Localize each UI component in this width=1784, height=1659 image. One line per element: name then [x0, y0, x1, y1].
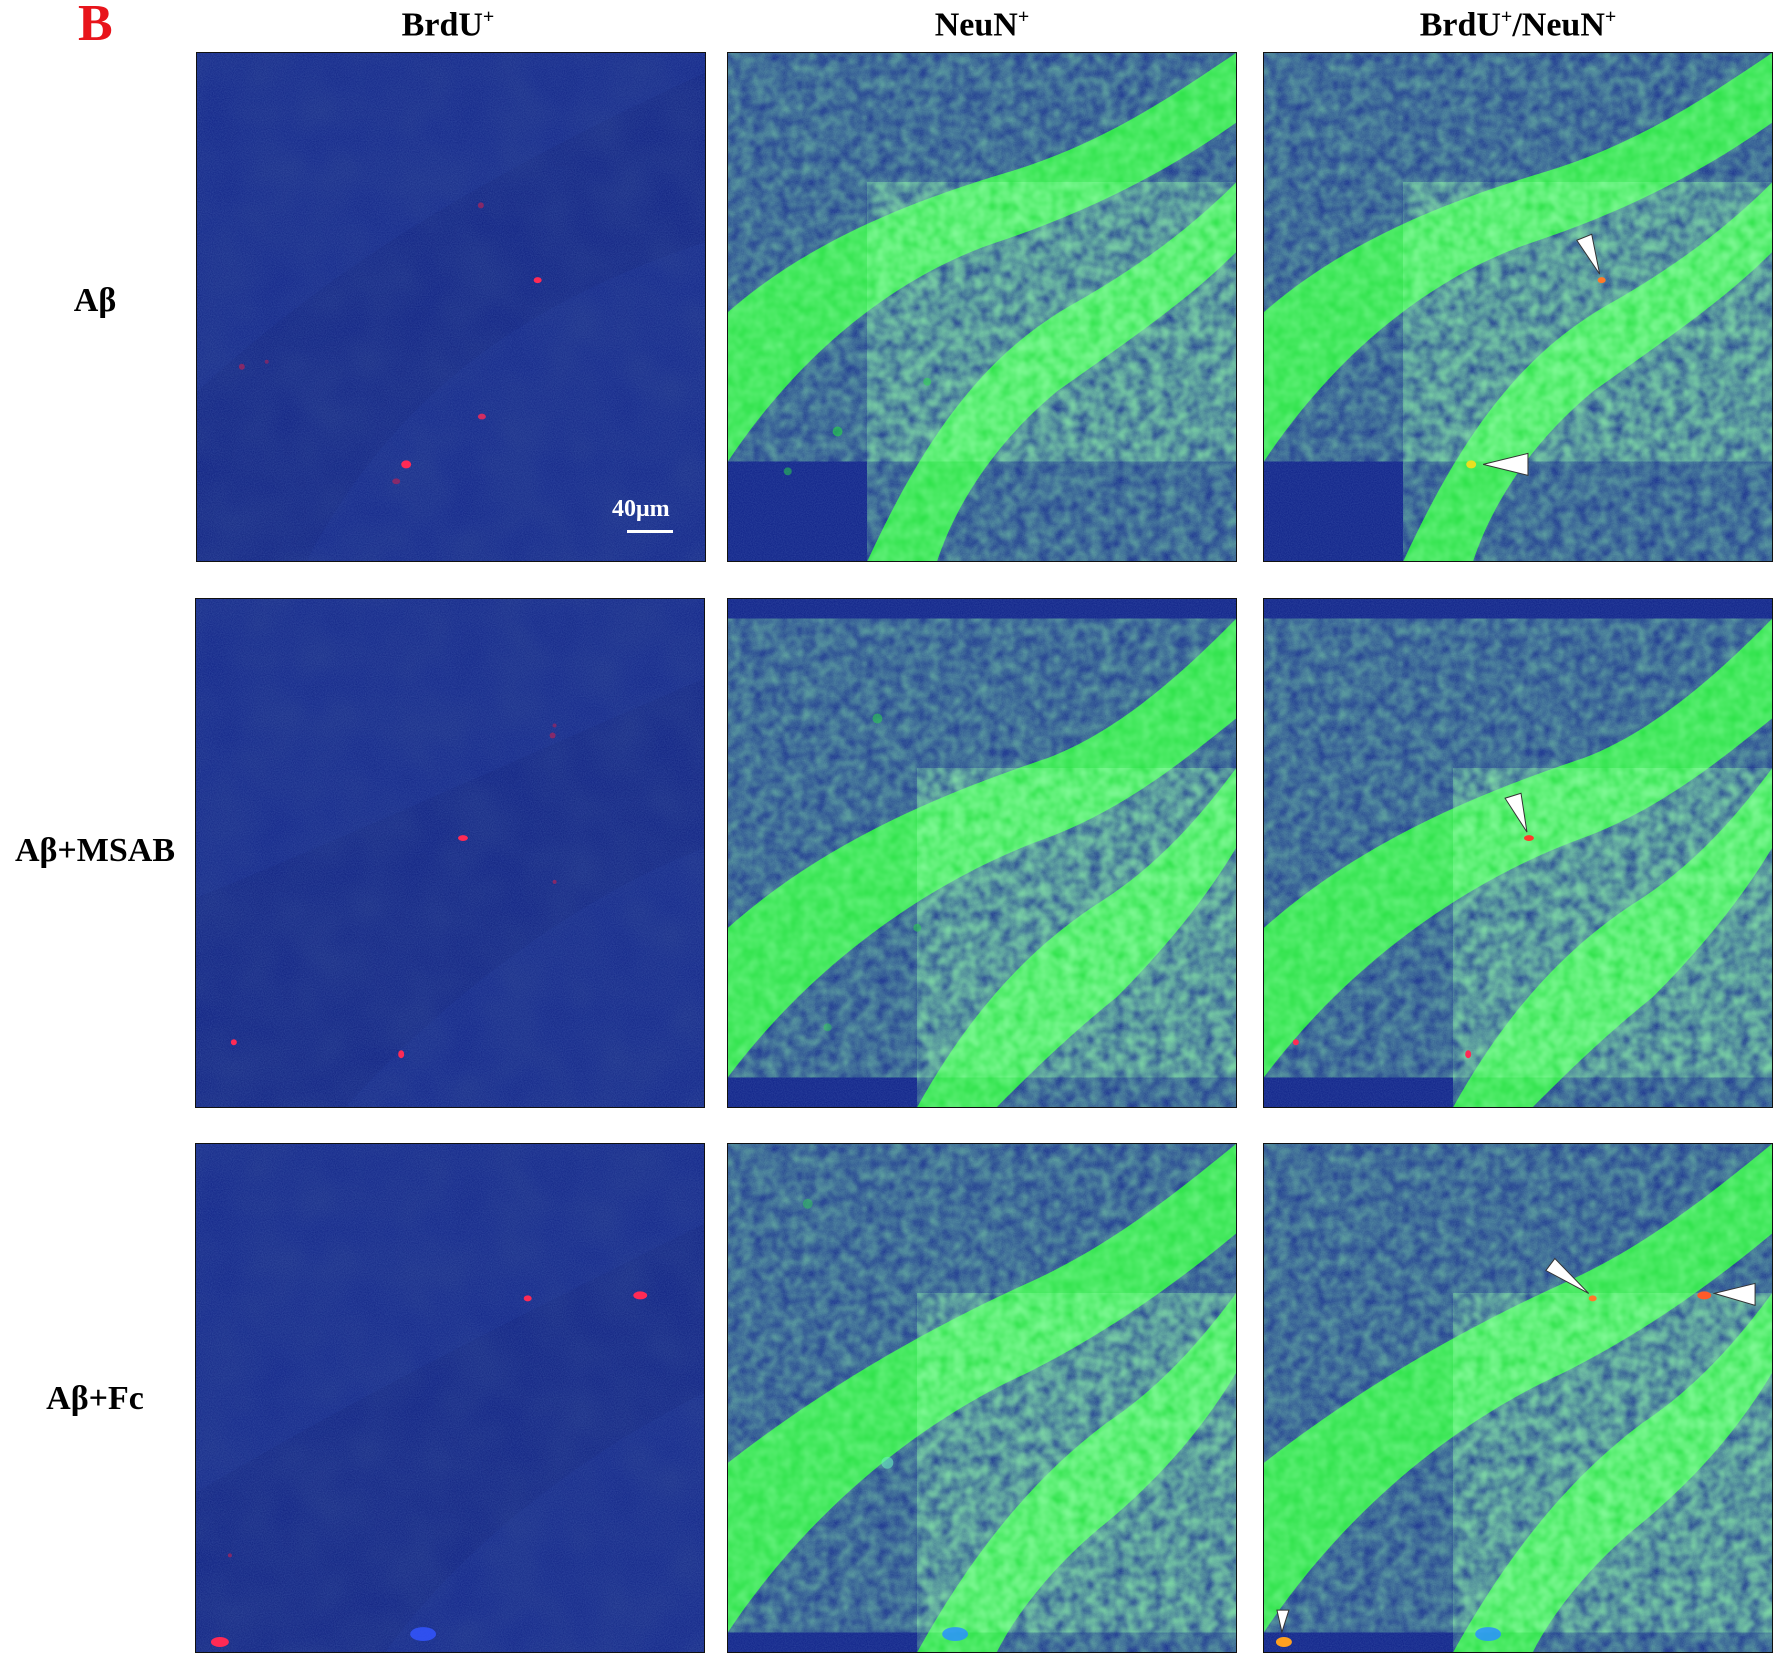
column-header-brdu: BrdU+ — [401, 6, 495, 44]
micrograph-merge-abeta-fc — [1263, 1143, 1773, 1653]
panel-letter: B — [78, 0, 113, 52]
micrograph-brdu-abeta-msab — [195, 598, 705, 1108]
micrograph-neun-abeta-msab — [727, 598, 1237, 1108]
micrograph-merge-abeta-msab — [1263, 598, 1773, 1108]
micrograph-neun-abeta-fc — [727, 1143, 1237, 1653]
micrograph-merge-abeta — [1263, 52, 1773, 562]
micrograph-brdu-abeta-fc — [195, 1143, 705, 1653]
micrograph-brdu-abeta — [196, 52, 706, 562]
column-header-neun: NeuN+ — [934, 6, 1030, 44]
micrograph-neun-abeta — [727, 52, 1237, 562]
column-header-merge: BrdU+/NeuN+ — [1419, 6, 1617, 44]
scale-bar — [627, 530, 673, 533]
row-label-abeta: Aβ — [73, 282, 117, 319]
row-label-abeta-fc: Aβ+Fc — [46, 1380, 144, 1417]
scale-bar-label: 40μm — [612, 496, 670, 522]
row-label-abeta-msab: Aβ+MSAB — [14, 832, 176, 869]
